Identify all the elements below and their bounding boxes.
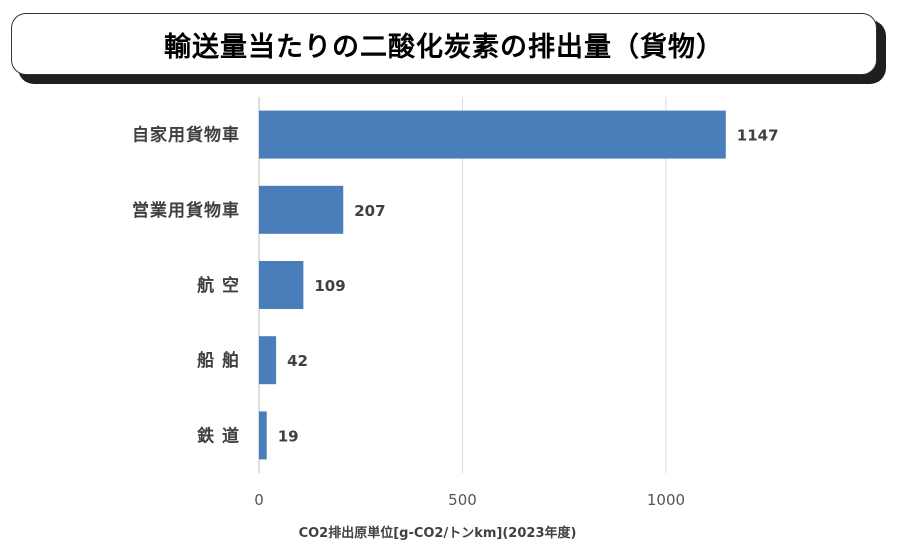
value-labels: 1147 207 109 42 19 <box>278 127 779 446</box>
x-tick-label-1000: 1000 <box>647 491 685 509</box>
category-label-3: 船 舶 <box>197 350 240 371</box>
bar-1 <box>259 185 344 234</box>
value-label-4: 19 <box>278 427 299 445</box>
bar-0 <box>259 110 726 159</box>
x-tick-label-500: 500 <box>448 491 477 509</box>
x-axis-label-container: CO2排出原単位[g-CO2/トンkm](2023年度) <box>0 522 907 541</box>
chart-title: 輸送量当たりの二酸化炭素の排出量（貨物） <box>164 31 724 63</box>
bar-3 <box>259 336 277 385</box>
x-tick-labels: 0 500 1000 <box>254 491 685 509</box>
value-label-3: 42 <box>287 352 308 370</box>
title-box: 輸送量当たりの二酸化炭素の排出量（貨物） <box>11 13 877 75</box>
x-tick-label-0: 0 <box>254 491 264 509</box>
category-label-4: 鉄 道 <box>197 425 240 446</box>
category-label-1: 営業用貨物車 <box>132 200 240 221</box>
bars <box>259 110 726 460</box>
bar-2 <box>259 261 304 309</box>
category-label-0: 自家用貨物車 <box>132 125 240 146</box>
value-label-0: 1147 <box>737 127 779 145</box>
value-label-2: 109 <box>314 277 345 295</box>
category-label-2: 航 空 <box>197 275 240 296</box>
bar-4 <box>259 411 267 460</box>
x-axis-label: CO2排出原単位[g-CO2/トンkm](2023年度) <box>298 526 577 541</box>
value-label-1: 207 <box>354 202 385 220</box>
